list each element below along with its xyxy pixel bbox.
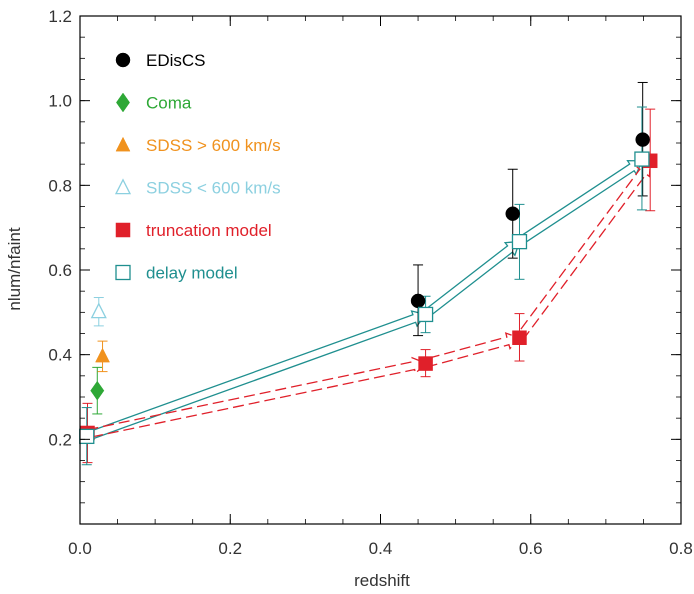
truncation-model-arrow	[424, 332, 521, 368]
truncation-model-point	[512, 330, 527, 345]
truncation-model-arrow	[90, 356, 427, 438]
legend-marker-delay-model	[115, 264, 131, 281]
legend-label-coma: Coma	[146, 94, 192, 113]
y-tick-label: 1.2	[48, 7, 72, 26]
coma-point	[90, 380, 105, 401]
legend-label-delay-model: delay model	[146, 264, 238, 283]
x-tick-label: 0.0	[68, 539, 92, 558]
delay-model-arrow	[516, 160, 643, 246]
ediscs-point	[410, 293, 426, 309]
legend-marker-coma	[116, 92, 130, 113]
y-tick-label: 0.8	[48, 176, 72, 195]
ediscs-point	[635, 132, 650, 147]
delay-model-arrow	[89, 310, 427, 440]
x-tick-label: 0.2	[218, 539, 242, 558]
x-tick-label: 0.6	[519, 539, 543, 558]
y-tick-label: 0.2	[48, 430, 72, 449]
y-tick-label: 0.6	[48, 261, 72, 280]
legend-marker-sdss-600-km-s	[114, 178, 132, 195]
legend-label-sdss-600-km-s: SDSS < 600 km/s	[146, 179, 281, 198]
delay-model-point	[634, 151, 650, 167]
legend-marker-truncation-model	[115, 222, 131, 238]
data-points-layer	[79, 132, 658, 445]
ediscs-point	[505, 206, 520, 221]
arrow-paths-layer	[89, 160, 651, 440]
legend: EDisCS Coma SDSS > 600 km/s SDSS < 600 km/s…	[114, 51, 281, 283]
legend-label-truncation-model: truncation model	[146, 221, 272, 240]
truncation-model-point	[418, 356, 433, 371]
legend-label-sdss-600-km-s: SDSS > 600 km/s	[146, 136, 281, 155]
y-axis-label: nlum/nfaint	[5, 227, 24, 310]
legend-label-ediscs: EDisCS	[146, 51, 206, 70]
x-axis-label: redshift	[354, 571, 410, 589]
x-tick-label: 0.8	[669, 539, 693, 558]
delay-model-point	[79, 428, 95, 445]
x-tick-label: 0.4	[369, 539, 393, 558]
delay-model-point	[511, 233, 528, 250]
sdss-600-km-s-point	[90, 302, 107, 319]
delay-model-point	[417, 306, 434, 323]
y-tick-label: 1.0	[48, 92, 72, 111]
sdss-600-km-s-point	[95, 347, 110, 363]
axes-layer: 0.0 0.2 0.4 0.6 0.8 0.2 0.4 0.6 0.8 1.0 1.2	[48, 7, 692, 558]
legend-marker-ediscs	[115, 52, 131, 68]
y-tick-label: 0.4	[48, 346, 72, 365]
delay-model-arrow	[422, 240, 521, 319]
legend-marker-sdss-600-km-s	[115, 136, 131, 152]
truncation-model-arrow	[515, 161, 651, 341]
